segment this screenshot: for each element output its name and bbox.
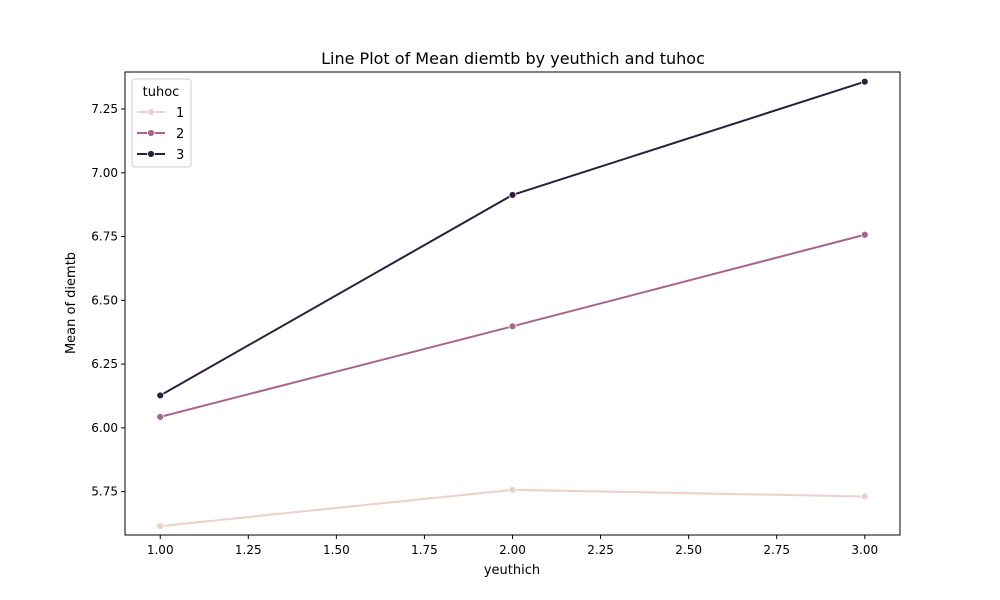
x-tick-label: 1.00	[147, 543, 174, 557]
x-tick-label: 1.50	[323, 543, 350, 557]
series-line-1	[160, 488, 865, 528]
series-line-3	[159, 80, 866, 397]
data-point-1	[508, 485, 517, 494]
x-axis: 1.00 1.25 1.50 1.75 2.00 2.25 2.50 2.75 3.00	[147, 535, 878, 557]
y-tick-label: 5.75	[91, 485, 118, 499]
y-axis: 5.75 6.00 6.25 6.50 6.75 7.00 7.25	[91, 102, 125, 499]
legend-box	[131, 78, 192, 168]
y-tick-label: 7.25	[91, 102, 118, 116]
data-point-2	[156, 412, 165, 421]
y-tick-label: 6.00	[91, 421, 118, 435]
legend-marker-2	[147, 129, 155, 137]
data-point-2	[508, 322, 517, 331]
y-tick-label: 6.75	[91, 230, 118, 244]
legend-label-2: 2	[176, 127, 184, 142]
x-tick-label: 2.25	[587, 543, 614, 557]
x-tick-label: 2.50	[675, 543, 702, 557]
x-tick-label: 3.00	[851, 543, 878, 557]
data-point-3	[156, 391, 165, 400]
chart-title: Line Plot of Mean diemtb by yeuthich and…	[321, 49, 705, 68]
legend-title: tuhoc	[143, 85, 180, 100]
legend-label-3: 3	[176, 148, 184, 163]
x-tick-label: 2.00	[499, 543, 526, 557]
plot-frame	[124, 71, 901, 536]
plot-area	[156, 77, 869, 530]
data-point-3	[508, 191, 517, 199]
x-tick-label: 2.75	[763, 543, 790, 557]
legend-label-1: 1	[176, 106, 184, 121]
legend-entries: 1 2 3	[137, 106, 184, 163]
y-tick-label: 6.50	[91, 293, 118, 307]
data-point-2	[860, 230, 869, 239]
x-axis-label: yeuthich	[484, 563, 540, 578]
x-tick-label: 1.75	[411, 543, 438, 557]
legend-marker-3	[147, 150, 155, 158]
y-tick-label: 6.25	[91, 357, 118, 371]
y-axis-label: Mean of diemtb	[64, 252, 79, 354]
x-tick-label: 1.25	[235, 543, 262, 557]
y-tick-label: 7.00	[91, 166, 118, 180]
legend: tuhoc 1 2 3	[131, 78, 192, 168]
data-point-1	[860, 492, 869, 501]
data-point-3	[860, 77, 869, 86]
legend-marker-1	[147, 108, 155, 116]
data-point-1	[156, 522, 165, 530]
